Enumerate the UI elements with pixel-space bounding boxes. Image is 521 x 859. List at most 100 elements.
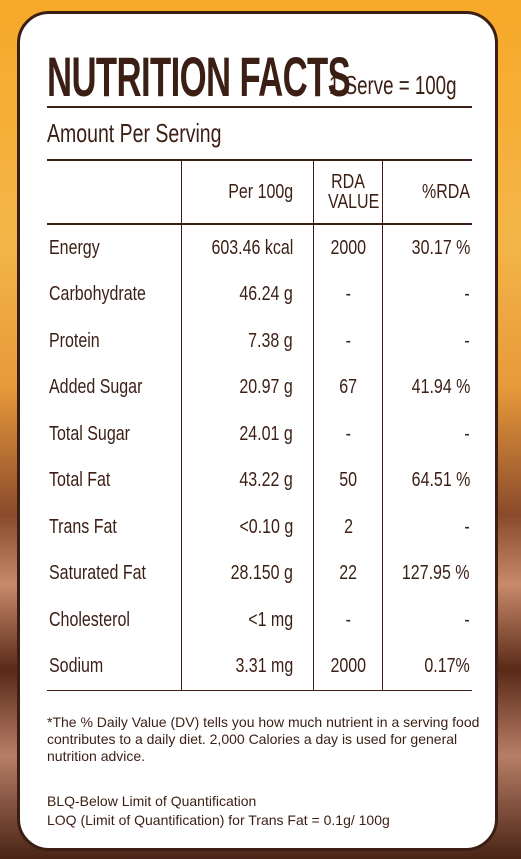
cell: 603.46 kcal bbox=[181, 224, 314, 272]
nutrient-name: Sodium bbox=[49, 655, 104, 678]
nutrient-value: 24.01 g bbox=[239, 422, 293, 445]
nutrient-value: <0.10 g bbox=[238, 515, 293, 538]
cell: - bbox=[312, 318, 383, 365]
cell: 43.22 g bbox=[181, 457, 314, 504]
nutrient-value: 22 bbox=[339, 562, 358, 585]
nutrient-row: Energy 603.46 kcal 2000 30.17 % bbox=[47, 224, 472, 272]
cell: Saturated Fat bbox=[47, 551, 182, 598]
cell: - bbox=[382, 271, 472, 318]
cell: - bbox=[382, 411, 472, 458]
nutrient-value: 50 bbox=[339, 469, 358, 492]
nutrient-value: 46.24 g bbox=[239, 283, 293, 306]
cell: - bbox=[312, 411, 383, 458]
nutrient-row: Protein 7.38 g - - bbox=[47, 318, 472, 365]
label-card: NUTRITION FACTS 1 Serve = 100g Amount Pe… bbox=[17, 11, 498, 851]
nutrient-row: Trans Fat <0.10 g 2 - bbox=[47, 504, 472, 551]
nutrient-value: - bbox=[345, 422, 351, 445]
nutrient-value: 28.150 g bbox=[230, 562, 293, 585]
cell: 28.150 g bbox=[181, 550, 314, 597]
nutrient-row: Total Sugar 24.01 g - - bbox=[47, 411, 472, 458]
column-header-text: %RDA bbox=[421, 181, 470, 203]
serving-size: 1 Serve = 100g bbox=[329, 70, 457, 100]
nutrient-name: Added Sugar bbox=[49, 376, 143, 399]
cell: 2 bbox=[312, 504, 383, 551]
header-row: Per 100g RDA VALUE %RDA bbox=[47, 159, 472, 225]
cell: Total Fat bbox=[47, 458, 182, 505]
nutrient-value: 127.95 % bbox=[402, 562, 470, 585]
nutrient-row: Saturated Fat 28.150 g 22 127.95 % bbox=[47, 550, 472, 598]
cell: Sodium bbox=[47, 643, 182, 691]
nutrient-value: - bbox=[345, 329, 351, 352]
nutrient-name: Protein bbox=[49, 329, 100, 352]
nutrient-value: 2000 bbox=[330, 236, 366, 259]
nutrient-name: Total Sugar bbox=[49, 422, 130, 445]
cell: 22 bbox=[312, 550, 383, 597]
nutrient-row: Total Fat 43.22 g 50 64.51 % bbox=[47, 457, 472, 505]
nutrient-value: 2000 bbox=[330, 655, 366, 678]
cell: - bbox=[382, 597, 472, 644]
nutrient-value: 2 bbox=[343, 515, 353, 538]
divider bbox=[47, 106, 472, 108]
nutrient-name: Energy bbox=[49, 236, 100, 259]
header-cell bbox=[47, 159, 182, 225]
nutrient-value: - bbox=[464, 515, 470, 538]
nutrient-value: - bbox=[345, 608, 351, 631]
nutrient-value: 20.97 g bbox=[239, 376, 293, 399]
nutrient-value: - bbox=[464, 422, 470, 445]
footnote: BLQ-Below Limit of Quantification bbox=[47, 793, 257, 809]
nutrient-name: Trans Fat bbox=[49, 515, 117, 538]
cell: 3.31 mg bbox=[181, 643, 314, 691]
cell: Trans Fat bbox=[47, 504, 182, 551]
nutrient-row: Cholesterol <1 mg - - bbox=[47, 597, 472, 644]
nutrient-row: Sodium 3.31 mg 2000 0.17% bbox=[47, 643, 472, 691]
cell: 30.17 % bbox=[382, 224, 472, 272]
nutrient-value: 603.46 kcal bbox=[210, 236, 293, 259]
cell: 46.24 g bbox=[181, 271, 314, 318]
nutrient-value: - bbox=[464, 329, 470, 352]
nutrient-name: Carbohydrate bbox=[49, 283, 146, 306]
cell: - bbox=[382, 318, 472, 365]
column-header: %RDA bbox=[382, 159, 472, 225]
footnote: LOQ (Limit of Quantification) for Trans … bbox=[47, 812, 390, 828]
cell: 41.94 % bbox=[382, 364, 472, 411]
nutrient-value: 7.38 g bbox=[248, 329, 293, 352]
nutrient-row: Added Sugar 20.97 g 67 41.94 % bbox=[47, 364, 472, 412]
column-header: RDA VALUE bbox=[312, 159, 383, 225]
cell: Cholesterol bbox=[47, 597, 182, 644]
table-body: Energy 603.46 kcal 2000 30.17 % Carbohydrate… bbox=[47, 224, 472, 691]
cell: Added Sugar bbox=[47, 365, 182, 412]
nutrient-value: 64.51 % bbox=[411, 469, 470, 492]
nutrient-value: 30.17 % bbox=[411, 236, 470, 259]
amount-per-serving: Amount Per Serving bbox=[47, 118, 222, 148]
cell: 2000 bbox=[312, 643, 383, 691]
nutrient-value: - bbox=[345, 283, 351, 306]
cell: 127.95 % bbox=[382, 550, 472, 597]
column-header-text: Per 100g bbox=[227, 181, 293, 203]
cell: 2000 bbox=[312, 224, 383, 272]
nutrient-value: 0.17% bbox=[424, 655, 470, 678]
cell: 50 bbox=[312, 457, 383, 504]
nutrient-name: Cholesterol bbox=[49, 608, 130, 631]
cell: 7.38 g bbox=[181, 318, 314, 365]
nutrient-value: 43.22 g bbox=[239, 469, 293, 492]
column-header: Per 100g bbox=[181, 159, 314, 225]
nutrient-value: - bbox=[464, 608, 470, 631]
nutrient-name: Total Fat bbox=[49, 469, 111, 492]
cell: <0.10 g bbox=[181, 504, 314, 551]
cell: Carbohydrate bbox=[47, 272, 182, 319]
nutrient-value: 41.94 % bbox=[411, 376, 470, 399]
cell: Protein bbox=[47, 318, 182, 365]
title: NUTRITION FACTS bbox=[47, 45, 351, 108]
nutrient-value: - bbox=[464, 283, 470, 306]
cell: 24.01 g bbox=[181, 411, 314, 458]
cell: 64.51 % bbox=[382, 457, 472, 504]
cell: 20.97 g bbox=[181, 364, 314, 411]
cell: Total Sugar bbox=[47, 411, 182, 458]
nutrient-value: 3.31 mg bbox=[235, 655, 293, 678]
nutrient-row: Carbohydrate 46.24 g - - bbox=[47, 271, 472, 319]
nutrient-value: <1 mg bbox=[247, 608, 293, 631]
cell: - bbox=[312, 271, 383, 318]
cell: Energy bbox=[47, 224, 182, 272]
column-header-text: RDA VALUE bbox=[328, 171, 380, 213]
